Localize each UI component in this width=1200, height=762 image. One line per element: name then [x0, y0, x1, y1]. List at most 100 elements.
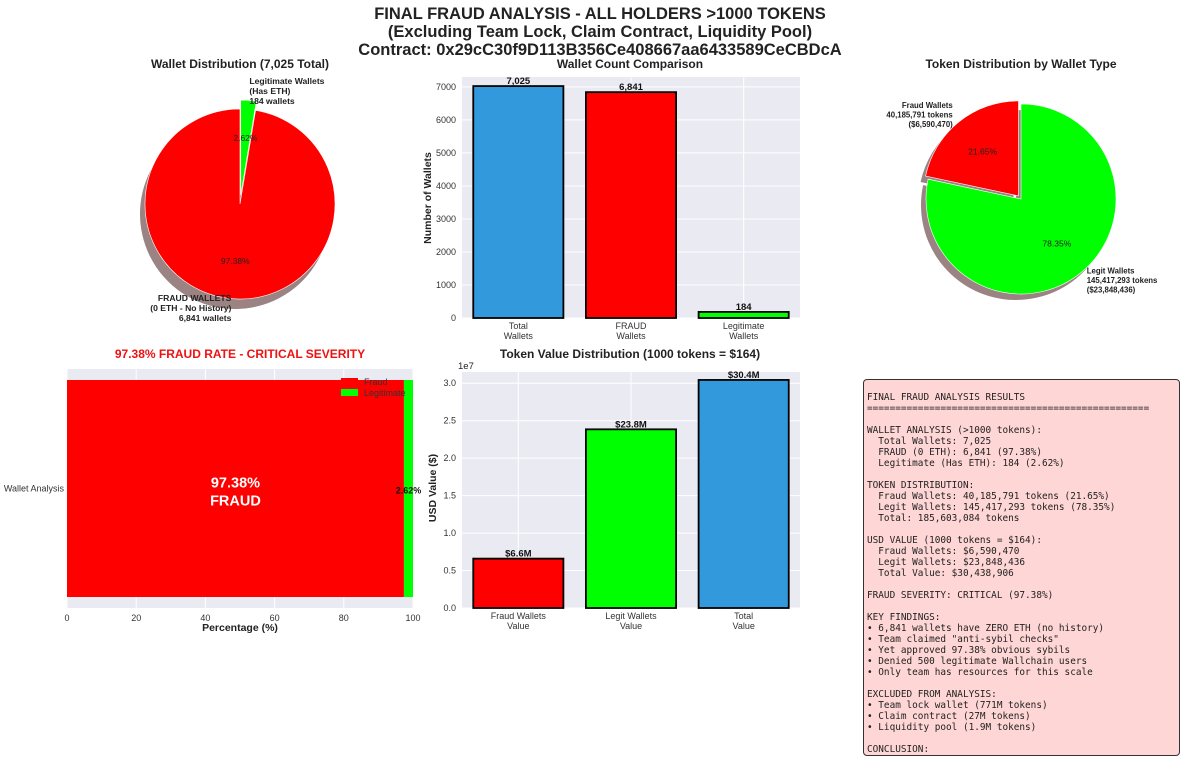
bar2-bar-2: [697, 379, 790, 609]
pie1-outer-label-0-0: FRAUD WALLETS: [158, 293, 232, 303]
summary-line: FINAL FRAUD ANALYSIS RESULTS: [867, 392, 1026, 403]
bar2-ytick-6: 3.0: [443, 378, 456, 388]
fraud-rate-stacked-bar: 97.38% FRAUD RATE - CRITICAL SEVERITY Pe…: [4, 347, 421, 634]
summary-line: USD VALUE (1000 tokens = $164):: [867, 535, 1042, 546]
pie1-outer-label-1-2: 184 wallets: [249, 96, 295, 106]
bar2-ytick-5: 2.5: [443, 416, 456, 426]
bar1-bar-0: [472, 85, 565, 319]
bar2-bar-0: [472, 557, 565, 609]
bar1-value-label-1: 6,841: [619, 82, 643, 93]
summary-line: • 6,841 wallets have ZERO ETH (no histor…: [867, 623, 1105, 634]
pie1-slice-0: [144, 108, 336, 300]
bar2-scale-label: 1e7: [458, 361, 474, 372]
summary-line: Fraud Wallets: 40,185,791 tokens (21.65%…: [867, 491, 1110, 502]
summary-line: TOKEN DISTRIBUTION:: [867, 480, 975, 491]
hbar-segment-0: [67, 380, 404, 597]
pie1-outer-label-1-0: Legitimate Wallets: [249, 76, 324, 86]
summary-line: FRAUD SEVERITY: CRITICAL (97.38%): [867, 590, 1054, 601]
bar1-bar-1: [585, 91, 677, 319]
bar1-ytick-3: 3000: [436, 214, 456, 224]
hbar-inner-label-1-0: 2.62%: [396, 486, 422, 496]
bar1-xtick-0-1: Wallets: [504, 331, 534, 341]
pie2-title: Token Distribution by Wallet Type: [925, 57, 1116, 71]
pie1-outer-label-0-1: (0 ETH - No History): [150, 303, 231, 313]
wallet-distribution-pie: Wallet Distribution (7,025 Total) 97.38%…: [140, 57, 336, 323]
hbar-inner-label-0-1: FRAUD: [210, 494, 261, 510]
pie1-title: Wallet Distribution (7,025 Total): [151, 57, 329, 71]
bar1-xtick-1-0: FRAUD: [616, 321, 647, 331]
bar2-ytick-3: 1.5: [443, 491, 456, 501]
summary-text: FINAL FRAUD ANALYSIS RESULTS ===========…: [867, 392, 1179, 756]
bar2-value-label-1: $23.8M: [615, 419, 647, 430]
pie2-pct-label-1: 78.35%: [1042, 238, 1071, 248]
summary-line: Legit Wallets: 145,417,293 tokens (78.35…: [867, 502, 1116, 513]
summary-line: CONCLUSION:: [867, 744, 930, 755]
summary-line: • Liquidity pool (1.9M tokens): [867, 722, 1037, 733]
hbar-xtick-1: 20: [131, 613, 141, 623]
bar1-xtick-2-1: Wallets: [729, 331, 759, 341]
pie2-outer-label-0-1: 40,185,791 tokens: [886, 111, 953, 120]
figure-title-line2: (Excluding Team Lock, Claim Contract, Li…: [388, 23, 812, 41]
summary-line: This is systematic, coordinated fraud.: [867, 755, 1081, 756]
bar2-title: Token Value Distribution (1000 tokens = …: [500, 347, 760, 361]
bar1-ytick-0: 0: [451, 313, 456, 323]
bar2-ytick-0: 0.0: [443, 603, 456, 613]
hbar-xtick-3: 60: [270, 613, 280, 623]
bar2-ylabel: USD Value ($): [427, 454, 439, 522]
bar1-ytick-6: 6000: [436, 115, 456, 125]
summary-line: • Denied 500 legitimate Wallchain users: [867, 656, 1088, 667]
summary-line: • Team claimed "anti-sybil checks": [867, 634, 1059, 645]
summary-line: WALLET ANALYSIS (>1000 tokens):: [867, 425, 1042, 436]
pie2-slice-0: [925, 100, 1019, 197]
summary-text-box: FINAL FRAUD ANALYSIS RESULTS ===========…: [863, 379, 1180, 756]
summary-line: • Claim contract (27M tokens): [867, 711, 1031, 722]
hbar-xtick-4: 80: [339, 613, 349, 623]
hbar-xtick-2: 40: [200, 613, 210, 623]
bar1-ytick-2: 2000: [436, 247, 456, 257]
hbar-legend-swatch-0: [341, 378, 358, 385]
bar2-ytick-1: 0.5: [443, 566, 456, 576]
wallet-count-bar-chart: Wallet Count Comparison Number of Wallet…: [422, 57, 800, 341]
bar2-xtick-0-1: Value: [507, 621, 529, 631]
pie2-outer-label-0-2: ($6,590,470): [909, 120, 954, 129]
bar2-bar-1: [585, 428, 677, 609]
hbar-legend-label-0: Fraud: [364, 377, 388, 387]
hbar-category-label: Wallet Analysis: [4, 484, 65, 494]
bar2-xtick-1-0: Legit Wallets: [605, 611, 657, 621]
token-value-bar-chart: Token Value Distribution (1000 tokens = …: [427, 347, 800, 631]
hbar-segment-1: [403, 380, 413, 597]
bar1-xtick-1-1: Wallets: [616, 331, 646, 341]
bar1-ytick-5: 5000: [436, 148, 456, 158]
summary-line: Fraud Wallets: $6,590,470: [867, 546, 1020, 557]
summary-line: Total: 185,603,084 tokens: [867, 513, 1020, 524]
token-distribution-pie: Token Distribution by Wallet Type 21.65%…: [886, 57, 1158, 300]
summary-line: ========================================…: [867, 403, 1150, 414]
summary-line: Legit Wallets: $23,848,436: [867, 557, 1026, 568]
pie2-outer-label-1-2: ($23,848,436): [1087, 286, 1136, 295]
bar1-xtick-0-0: Total: [509, 321, 528, 331]
pie1-outer-label-0-2: 6,841 wallets: [179, 313, 232, 323]
bar1-ytick-4: 4000: [436, 181, 456, 191]
bar2-value-label-0: $6.6M: [505, 549, 531, 560]
summary-line: EXCLUDED FROM ANALYSIS:: [867, 689, 997, 700]
summary-line: Total Wallets: 7,025: [867, 436, 992, 447]
hbar-title: 97.38% FRAUD RATE - CRITICAL SEVERITY: [115, 347, 365, 361]
hbar-legend-label-1: Legitimate: [364, 388, 406, 398]
bar2-xtick-0-0: Fraud Wallets: [491, 611, 547, 621]
pie2-slice-1: [925, 103, 1117, 295]
bar1-bar-2: [697, 311, 790, 319]
summary-line: • Yet approved 97.38% obvious sybils: [867, 645, 1071, 656]
pie1-pct-label-1: 2.62%: [233, 133, 258, 143]
bar2-xtick-2-0: Total: [734, 611, 753, 621]
summary-line: • Team lock wallet (771M tokens): [867, 700, 1048, 711]
pie2-outer-label-1-1: 145,417,293 tokens: [1087, 276, 1158, 285]
hbar-legend-swatch-1: [341, 389, 358, 396]
bar1-value-label-2: 184: [736, 302, 753, 313]
bar1-ytick-7: 7000: [436, 82, 456, 92]
bar1-ylabel: Number of Wallets: [422, 152, 434, 244]
summary-line: FRAUD (0 ETH): 6,841 (97.38%): [867, 447, 1042, 458]
bar1-ytick-1: 1000: [436, 280, 456, 290]
figure-title-line3: Contract: 0x29cC30f9D113B356Ce408667aa64…: [358, 41, 841, 59]
figure-title-line1: FINAL FRAUD ANALYSIS - ALL HOLDERS >1000…: [374, 5, 826, 23]
